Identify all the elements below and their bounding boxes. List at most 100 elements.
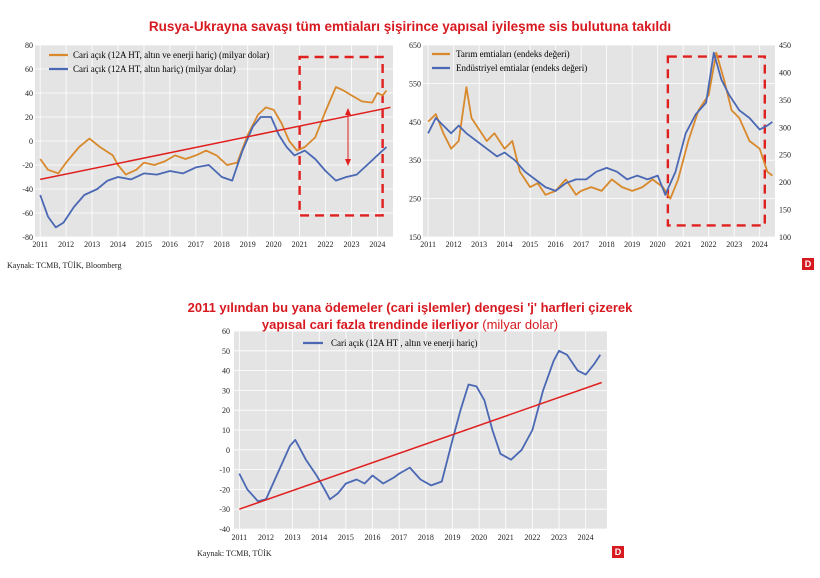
x-tick-label: 2021: [498, 533, 514, 542]
chart2-legend-orange: Tarım emtiaları (endeks değeri): [456, 49, 570, 59]
y-tick-label: 40: [222, 367, 230, 376]
chart3-legend-blue: Cari açık (12A HT , altın ve enerji hari…: [331, 338, 478, 348]
x-tick-label: 2018: [599, 240, 615, 249]
y-right-tick-label: 100: [779, 233, 791, 242]
x-tick-label: 2016: [548, 240, 564, 249]
y-right-tick-label: 450: [779, 41, 791, 50]
chart1-lines: [39, 86, 391, 229]
y-right-tick-label: 400: [779, 68, 791, 77]
y-tick-label: -10: [219, 466, 230, 475]
x-tick-label: 2011: [231, 533, 247, 542]
x-tick-label: 2019: [624, 240, 640, 249]
y-tick-label: 60: [25, 65, 33, 74]
bottom-title: 2011 yılından bu yana ödemeler (cari işl…: [0, 299, 820, 333]
x-tick-label: 2018: [214, 240, 230, 249]
chart2-legend-blue: Endüstriyel emtialar (endeks değeri): [456, 63, 587, 73]
top-source: Kaynak: TCMB, TÜİK, Bloomberg: [7, 261, 122, 270]
chart1-grid: [35, 44, 393, 238]
series-line-blue: [39, 116, 388, 229]
y-tick-label: 450: [409, 118, 421, 127]
y-right-tick-label: 150: [779, 206, 791, 215]
x-tick-label: 2024: [578, 533, 594, 542]
trend-line: [40, 106, 391, 181]
series-line-orange: [427, 51, 773, 200]
chart2-x-ticks: 2011 2012 2013 2014 2015 2016 2017 2018 2019 2020…: [420, 240, 767, 249]
y-tick-label: 50: [222, 347, 230, 356]
bottom-title-line1: 2011 yılından bu yana ödemeler (cari işl…: [187, 300, 633, 315]
chart1-y-ticks: 80 60 40 20 0 -20 -40 -60 -80: [22, 41, 33, 242]
x-tick-label: 2022: [524, 533, 540, 542]
chart2-lines: [427, 51, 773, 200]
series-line-orange: [39, 86, 388, 176]
y-right-tick-label: 250: [779, 151, 791, 160]
x-tick-label: 2023: [343, 240, 359, 249]
chart1-legend: Cari açık (12A HT, altın ve enerji hariç…: [49, 50, 269, 74]
top-title: Rusya-Ukrayna savaşı tüm emtiaları şişir…: [148, 19, 672, 34]
x-tick-label: 2017: [391, 533, 407, 542]
x-tick-label: 2011: [32, 240, 48, 249]
x-tick-label: 2020: [471, 533, 487, 542]
y-tick-label: -80: [22, 233, 33, 242]
x-tick-label: 2018: [418, 533, 434, 542]
bottom-title-unit: (milyar dolar): [482, 317, 559, 332]
y-tick-label: -40: [22, 185, 33, 194]
chart3-grid: [234, 330, 607, 530]
y-tick-label: 550: [409, 79, 421, 88]
chart3-y-ticks: 60 50 40 30 20 10 0 -10 -20 -30 -40: [219, 327, 230, 534]
y-tick-label: 0: [226, 446, 230, 455]
x-tick-label: 2012: [58, 240, 74, 249]
x-tick-label: 2013: [471, 240, 487, 249]
x-tick-label: 2021: [292, 240, 308, 249]
y-tick-label: -30: [219, 505, 230, 514]
y-tick-label: -20: [22, 161, 33, 170]
y-tick-label: 60: [222, 327, 230, 336]
x-tick-label: 2023: [551, 533, 567, 542]
x-tick-label: 2016: [162, 240, 178, 249]
x-tick-label: 2022: [318, 240, 334, 249]
chart3-x-ticks: 2011 2012 2013 2014 2015 2016 2017 2018 2019 2020…: [231, 533, 593, 542]
x-tick-label: 2020: [650, 240, 666, 249]
x-tick-label: 2015: [522, 240, 538, 249]
x-tick-label: 2019: [444, 533, 460, 542]
x-tick-label: 2016: [365, 533, 381, 542]
x-tick-label: 2014: [311, 533, 327, 542]
y-right-tick-label: 200: [779, 178, 791, 187]
y-tick-label: 10: [222, 426, 230, 435]
y-tick-label: 20: [25, 113, 33, 122]
x-tick-label: 2014: [110, 240, 126, 249]
x-tick-label: 2024: [369, 240, 385, 249]
chart1-arrow: [345, 108, 351, 166]
y-right-tick-label: 300: [779, 123, 791, 132]
chart2-grid: [423, 44, 775, 238]
x-tick-label: 2021: [675, 240, 691, 249]
chart3-legend: Cari açık (12A HT , altın ve enerji hari…: [303, 338, 478, 348]
chart1-x-ticks: 2011 2012 2013 2014 2015 2016 2017 2018 2019 2020…: [32, 240, 385, 249]
chart2-panel: [423, 45, 775, 237]
series-line-blue: [427, 51, 773, 196]
y-tick-label: 150: [409, 233, 421, 242]
y-right-tick-label: 350: [779, 96, 791, 105]
series-line-blue: [238, 349, 602, 503]
x-tick-label: 2012: [446, 240, 462, 249]
x-tick-label: 2017: [188, 240, 204, 249]
x-tick-label: 2013: [84, 240, 100, 249]
y-tick-label: 0: [29, 137, 33, 146]
x-tick-label: 2017: [573, 240, 589, 249]
y-tick-label: 250: [409, 195, 421, 204]
chart1-legend-orange: Cari açık (12A HT, altın ve enerji hariç…: [73, 50, 269, 60]
y-tick-label: 350: [409, 156, 421, 165]
x-tick-label: 2013: [285, 533, 301, 542]
x-tick-label: 2019: [240, 240, 256, 249]
x-tick-label: 2024: [752, 240, 768, 249]
y-tick-label: -60: [22, 209, 33, 218]
x-tick-label: 2022: [701, 240, 717, 249]
chart1-legend-blue: Cari açık (12A HT, altın hariç) (milyar …: [73, 64, 236, 74]
bottom-title-line2: yapısal cari fazla trendinde ilerliyor: [261, 317, 479, 332]
chart2-y-ticks-left: 650 550 450 350 250 150: [409, 41, 421, 242]
y-tick-label: 30: [222, 386, 230, 395]
x-tick-label: 2015: [136, 240, 152, 249]
y-tick-label: 80: [25, 41, 33, 50]
x-tick-label: 2012: [258, 533, 274, 542]
x-tick-label: 2014: [497, 240, 513, 249]
